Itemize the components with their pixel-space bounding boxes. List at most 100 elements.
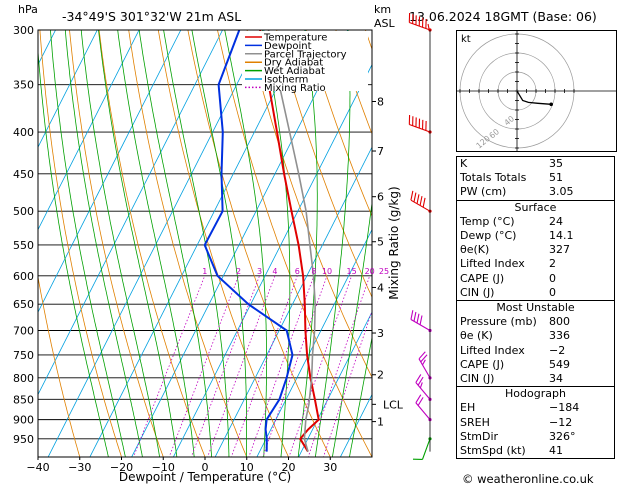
wind-barb [408, 12, 432, 32]
wind-barb [415, 374, 432, 401]
wet-adiabat-line [50, 30, 126, 457]
km-tick-label: 2 [377, 369, 384, 382]
km-tick-label: 1 [377, 416, 384, 429]
pressure-tick-label: 550 [13, 239, 34, 252]
legend-item-label: Wet Adiabat [264, 66, 325, 77]
hodograph-trace [516, 90, 552, 105]
pressure-tick-label: 850 [13, 393, 34, 406]
mixing-ratio-line [207, 275, 276, 457]
dry-adiabat-line [98, 30, 206, 457]
index-row-label: CIN (J) [460, 285, 495, 299]
index-section-title-label: Most Unstable [456, 300, 615, 316]
isotherm-line [172, 63, 372, 457]
km-tick-label: 4 [377, 281, 384, 294]
dry-adiabat-line [38, 455, 39, 457]
mixing-ratio-label: 8 [311, 267, 316, 276]
index-row: PW (cm) 3.05 [457, 185, 615, 200]
isotherm-line [38, 30, 182, 313]
index-row-value: −12 [549, 415, 573, 429]
index-row-label: PW (cm) [460, 185, 507, 199]
temperature-tick-label: 20 [282, 461, 296, 474]
index-row-label: CAPE (J) [460, 357, 505, 371]
index-row: Lifted Index −2 [457, 344, 615, 358]
isotherm-line [38, 30, 98, 149]
index-row-value: 34 [549, 372, 563, 386]
index-row-label: Pressure (mb) [460, 315, 537, 329]
wind-barb [412, 437, 432, 461]
index-row: CIN (J) 0 [457, 286, 615, 301]
datetime-title: 13.06.2024 18GMT (Base: 06) [409, 9, 597, 24]
wind-barb-staff [409, 21, 431, 31]
wind-barb-feather [418, 351, 426, 360]
index-row-value: 14.1 [549, 229, 574, 243]
legend-item-label: Parcel Trajectory [264, 49, 347, 60]
isotherm-line [298, 311, 372, 457]
index-row-value: 35 [549, 157, 563, 170]
index-row-value: 51 [549, 171, 563, 185]
mixing-ratio-line [168, 275, 239, 457]
index-row: θe (K) 336 [457, 329, 615, 343]
hodograph-ring-label: 40 [503, 114, 517, 127]
temperature-tick-label: −10 [152, 461, 175, 474]
km-axis-title: km [374, 3, 392, 16]
wind-barb-feather [417, 376, 424, 386]
temperature-tick-label: −20 [110, 461, 133, 474]
index-row-label: SREH [460, 415, 490, 429]
index-row: EH −184 [457, 401, 615, 415]
wind-barb-feather [419, 315, 423, 325]
wind-barb [408, 115, 432, 134]
wind-barb-staff [410, 199, 431, 212]
pressure-tick-label: 650 [13, 298, 34, 311]
isotherm-line [47, 30, 265, 457]
mixing-ratio-label: 25 [379, 267, 389, 276]
index-row-value: 3.05 [549, 185, 574, 199]
index-row-value: 24 [549, 214, 563, 228]
index-row: θe(K) 327 [457, 243, 615, 257]
pressure-tick-label: 950 [13, 433, 34, 446]
legend-item-label: Mixing Ratio [264, 83, 326, 94]
wind-barb-feather [420, 354, 428, 363]
dry-adiabat-line [69, 30, 164, 457]
pressure-tick-label: 800 [13, 372, 34, 385]
mixing-ratio-line [323, 309, 372, 457]
index-row: CAPE (J) 0 [457, 272, 615, 286]
wind-barb [418, 351, 432, 380]
temperature-tick-label: −40 [26, 461, 49, 474]
pressure-tick-label: 900 [13, 414, 34, 427]
dry-adiabat-line [305, 30, 372, 218]
index-row-value: 41 [549, 444, 563, 458]
wind-barb-feather [419, 382, 423, 389]
wind-barb-staff [418, 358, 431, 379]
mixing-ratio-label: 20 [365, 267, 375, 276]
dry-adiabat-line [39, 30, 122, 457]
temperature-tick-label: −30 [68, 461, 91, 474]
index-row-label: Lifted Index [460, 343, 525, 357]
wind-barb-feather [410, 310, 414, 320]
legend-item-label: Dewpoint [264, 41, 312, 52]
parcel-trajectory-profile [267, 30, 317, 452]
wet-adiabat-line [348, 335, 372, 457]
pressure-tick-label: 600 [13, 270, 34, 283]
mixing-ratio-line [288, 275, 352, 457]
index-row-value: 800 [549, 315, 570, 329]
pressure-tick-label: 450 [13, 168, 34, 181]
lcl-label: LCL [383, 398, 404, 411]
wet-adiabat-line [262, 30, 291, 457]
temperature-profile [259, 30, 320, 453]
asl-axis-title: ASL [374, 17, 395, 30]
km-tick-label: 5 [377, 236, 384, 249]
legend-background [242, 31, 368, 91]
legend-item-label: Isotherm [264, 75, 308, 86]
temperature-tick-label: 30 [323, 461, 337, 474]
wind-barb-feather [415, 394, 422, 404]
index-section-title-label: Surface [456, 199, 615, 215]
legend-item-label: Temperature [263, 33, 327, 44]
index-row-label: CAPE (J) [460, 271, 505, 285]
index-row-label: Dewp (°C) [460, 229, 517, 243]
wind-barb [410, 310, 432, 333]
index-section-title: Most Unstable [456, 300, 615, 316]
wind-barb-feather [416, 313, 420, 324]
location-title: -34°49'S 301°32'W 21m ASL [62, 9, 242, 24]
